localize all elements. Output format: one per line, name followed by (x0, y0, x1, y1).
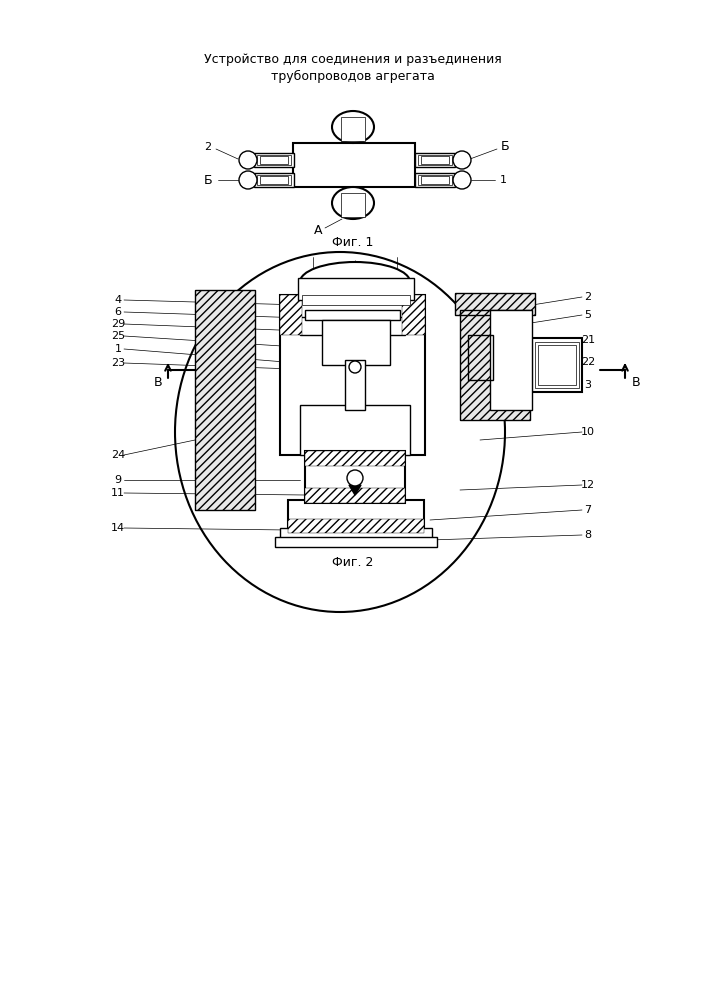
Bar (300, 317, 405, 335)
Bar (288, 500, 424, 533)
Polygon shape (349, 485, 361, 495)
Circle shape (453, 151, 471, 169)
Bar (260, 156, 288, 164)
Text: 22: 22 (581, 357, 595, 367)
Bar (402, 295, 425, 335)
Bar (455, 293, 535, 315)
Bar (418, 155, 452, 165)
Text: 4: 4 (115, 295, 122, 305)
Bar (468, 335, 493, 380)
Bar (305, 488, 405, 503)
Bar (195, 290, 255, 510)
Bar (345, 360, 365, 410)
Text: Б: Б (204, 174, 212, 186)
Text: 5: 5 (585, 310, 592, 320)
Circle shape (239, 151, 257, 169)
Bar (460, 310, 530, 420)
Bar (195, 290, 255, 510)
Text: Фиг. 1: Фиг. 1 (332, 236, 374, 249)
Bar (535, 342, 579, 388)
Text: 11: 11 (111, 488, 125, 498)
Bar (421, 176, 449, 184)
Bar (305, 451, 405, 466)
Bar (302, 295, 410, 305)
Ellipse shape (332, 187, 374, 219)
Bar (468, 335, 493, 380)
Text: 1: 1 (500, 175, 506, 185)
Ellipse shape (332, 111, 374, 143)
Bar (280, 528, 432, 540)
Text: 24: 24 (111, 450, 125, 460)
Text: 29: 29 (111, 319, 125, 329)
Circle shape (239, 171, 257, 189)
Bar (490, 310, 532, 410)
Text: 21: 21 (581, 335, 595, 345)
Bar (305, 310, 400, 320)
Circle shape (453, 171, 471, 189)
Bar (305, 451, 405, 503)
Text: 7: 7 (585, 505, 592, 515)
Text: трубопроводов агрегата: трубопроводов агрегата (271, 69, 435, 83)
Text: В: В (153, 375, 163, 388)
Bar (288, 519, 424, 533)
Bar (260, 176, 288, 184)
Text: 9: 9 (115, 475, 122, 485)
Text: В: В (631, 375, 641, 388)
Bar (341, 193, 365, 217)
Bar (322, 320, 390, 365)
Text: 6: 6 (115, 307, 122, 317)
Bar (280, 295, 425, 455)
Bar (300, 405, 410, 455)
Bar (415, 173, 455, 187)
Bar (341, 117, 365, 141)
Bar (460, 310, 530, 420)
Text: 10: 10 (581, 427, 595, 437)
Text: 12: 12 (581, 480, 595, 490)
Text: 2: 2 (585, 292, 592, 302)
Bar (418, 175, 452, 185)
Bar (293, 143, 415, 187)
Text: 8: 8 (585, 530, 592, 540)
Bar (455, 293, 535, 315)
Ellipse shape (300, 262, 410, 302)
Circle shape (347, 470, 363, 486)
Bar (280, 295, 302, 335)
Ellipse shape (175, 252, 505, 612)
Text: Фиг. 2: Фиг. 2 (332, 556, 374, 570)
Bar (415, 153, 455, 167)
Text: Устройство для соединения и разъединения: Устройство для соединения и разъединения (204, 53, 502, 66)
Bar (421, 156, 449, 164)
Text: 14: 14 (111, 523, 125, 533)
Text: 3: 3 (585, 380, 592, 390)
Bar (298, 278, 414, 300)
Bar (254, 173, 294, 187)
Circle shape (349, 361, 361, 373)
Text: 25: 25 (111, 331, 125, 341)
Text: 2: 2 (204, 142, 211, 152)
Bar (257, 155, 291, 165)
Text: 23: 23 (111, 358, 125, 368)
Text: Б: Б (501, 140, 509, 153)
Bar (275, 537, 437, 547)
Text: А: А (346, 280, 361, 300)
Bar (257, 175, 291, 185)
Text: А: А (314, 225, 322, 237)
Bar (254, 153, 294, 167)
Bar (538, 345, 576, 385)
Text: 1: 1 (115, 344, 122, 354)
Bar (532, 338, 582, 392)
